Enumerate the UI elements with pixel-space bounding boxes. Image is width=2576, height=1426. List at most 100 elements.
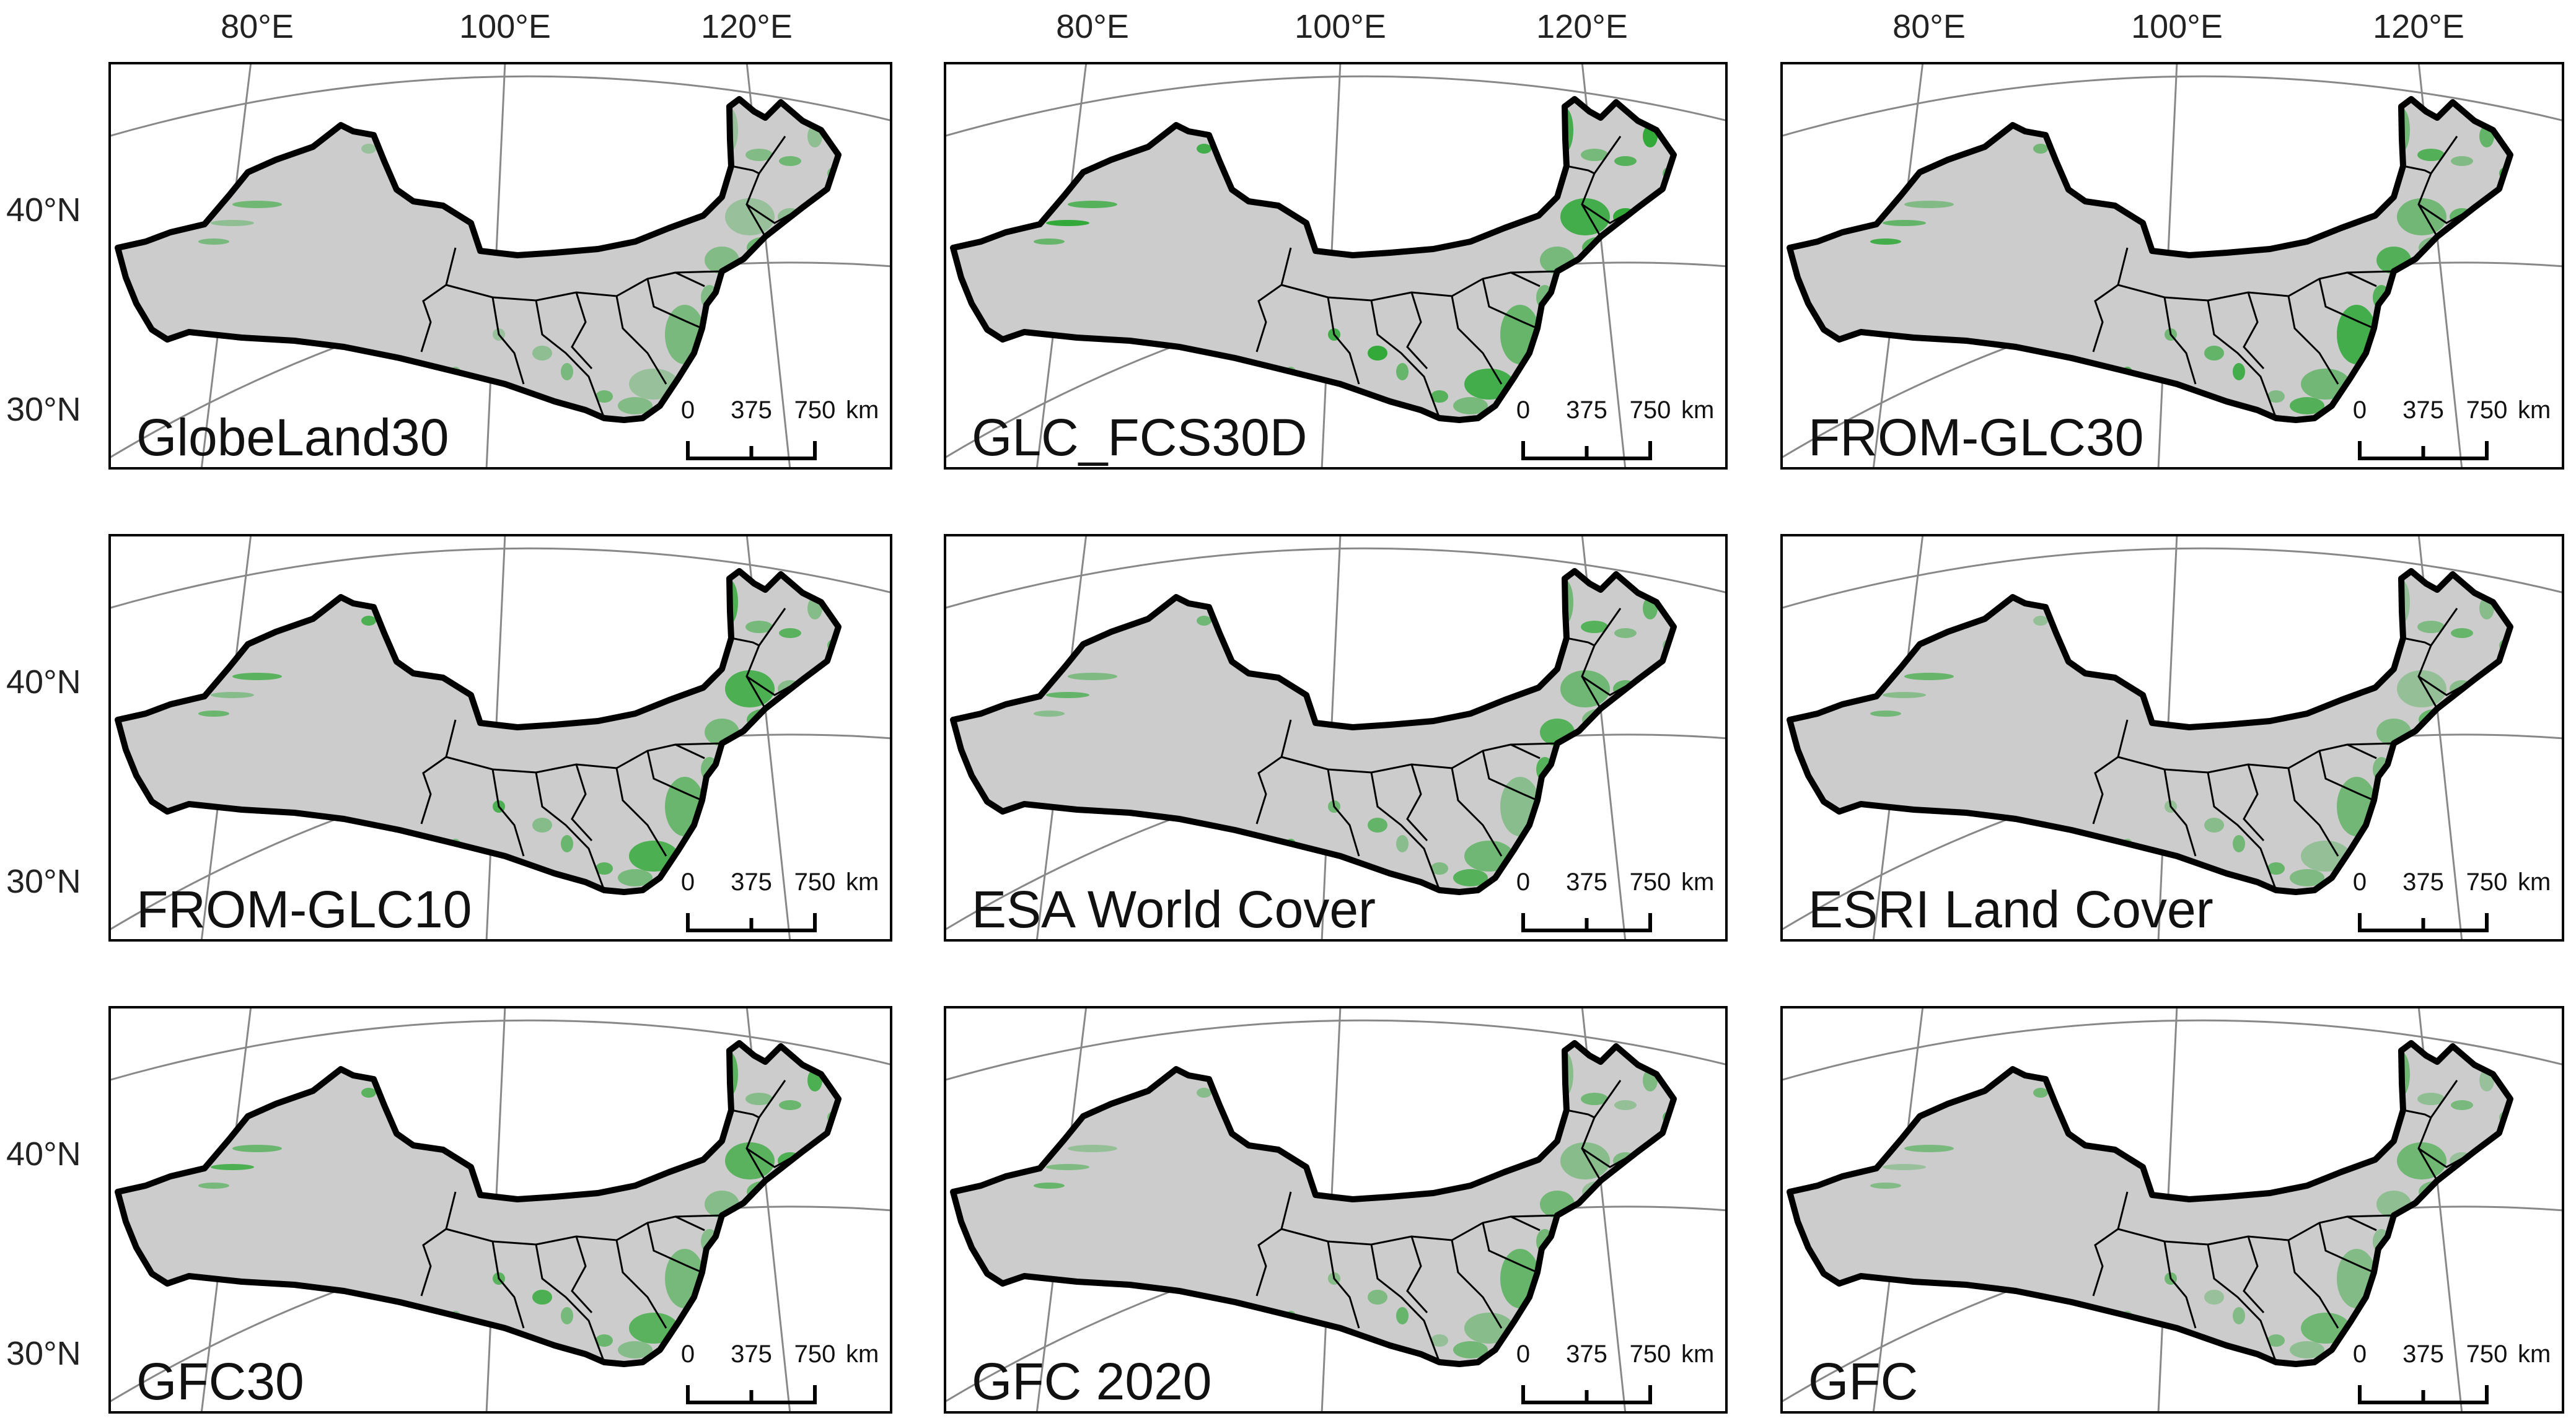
province-boundary	[491, 769, 525, 857]
scale-unit-label: km	[846, 1341, 879, 1368]
province-boundary	[1281, 1215, 1541, 1246]
province-boundary	[1406, 1236, 1428, 1314]
panel-title: ESRI Land Cover	[1808, 880, 2213, 938]
forest-patch	[745, 1093, 773, 1105]
province-boundary	[1510, 270, 1558, 274]
forest-patch	[2204, 346, 2224, 361]
province-boundary	[1255, 719, 1292, 825]
map-svg: 0 375 750 km GLC_FCS30D	[944, 62, 1728, 470]
map-panel: 0 375 750 km GFC	[1780, 1006, 2564, 1414]
panel-frame	[1780, 534, 2564, 942]
province-boundary	[675, 270, 723, 274]
region-outline	[1787, 1040, 2513, 1367]
forest-patch	[1197, 1088, 1211, 1098]
province-boundary	[731, 165, 760, 175]
province-boundary	[646, 278, 703, 330]
forest-patch	[1581, 1093, 1608, 1105]
province-boundary	[1566, 165, 1595, 175]
map-panel: 0 375 750 km ESA World Cover	[944, 534, 1728, 942]
province-boundary	[2163, 297, 2197, 385]
scale-tick-label: 375	[2402, 1341, 2444, 1368]
forest-patch	[361, 616, 376, 626]
scale-tick-label: 750	[1630, 1341, 1671, 1368]
forest-patch	[1431, 1334, 1448, 1347]
province-boundary	[615, 768, 667, 857]
province-boundary	[1510, 742, 1558, 746]
forest-patch	[2397, 1142, 2446, 1179]
forest-patch	[1431, 390, 1448, 403]
scale-tick-label: 0	[2353, 396, 2367, 424]
region-outline	[1787, 96, 2513, 423]
forest-patch	[2417, 621, 2445, 633]
province-boundary	[2287, 768, 2339, 857]
forest-patch	[1396, 1307, 1409, 1324]
map-panel: 0 375 750 km GFC30	[108, 1006, 892, 1414]
scale-unit-label: km	[2518, 868, 2551, 896]
forest-patch	[2451, 1100, 2473, 1110]
graticule-line	[1780, 547, 2564, 610]
panel-frame	[108, 1006, 892, 1414]
province-boundary	[535, 772, 605, 891]
longitude-label: 80°E	[1056, 8, 1129, 45]
forest-patch	[1904, 1145, 1954, 1152]
forest-patch	[1883, 220, 1926, 226]
latitude-label: 30°N	[6, 391, 81, 428]
forest-patch	[561, 835, 573, 852]
panel-title: GFC30	[136, 1352, 304, 1411]
province-boundary	[2117, 1215, 2377, 1246]
forest-patch	[779, 156, 801, 166]
province-boundary	[2117, 271, 2377, 302]
forest-patch	[2033, 1088, 2048, 1098]
scale-unit-label: km	[1681, 1341, 1714, 1368]
region-outline	[115, 568, 842, 895]
panel-title: GFC 2020	[972, 1352, 1212, 1411]
province-boundary	[1406, 764, 1428, 842]
province-boundary	[2318, 278, 2375, 330]
scale-unit-label: km	[846, 868, 879, 896]
scale-bar: 0 375 750 km	[2353, 396, 2551, 460]
forest-patch	[532, 346, 552, 361]
scale-tick-label: 0	[1516, 1341, 1530, 1368]
province-boundary	[1510, 1214, 1558, 1218]
scale-tick-label: 750	[794, 1341, 836, 1368]
forest-patch	[361, 1088, 376, 1098]
panel-frame	[1780, 1006, 2564, 1414]
forest-patch	[1614, 628, 1637, 638]
province-boundary	[2417, 136, 2458, 237]
latitude-label: 40°N	[6, 1135, 81, 1173]
scale-unit-label: km	[1681, 868, 1714, 896]
forest-patch	[1197, 616, 1211, 626]
province-boundary	[420, 719, 457, 825]
forest-patch	[596, 1334, 613, 1347]
longitude-label: 100°E	[459, 8, 551, 45]
forest-patch	[1368, 818, 1387, 833]
graticule-line	[108, 75, 892, 138]
forest-patch	[1870, 238, 1901, 245]
province-boundary	[2092, 247, 2129, 352]
province-boundary	[2347, 742, 2394, 746]
province-boundary	[420, 247, 457, 352]
forest-patch	[232, 201, 282, 208]
forest-patch	[1068, 673, 1117, 680]
province-boundary	[1281, 271, 1541, 302]
scale-bar: 0 375 750 km	[2353, 868, 2551, 932]
panel-title: GFC	[1808, 1352, 1918, 1411]
map-svg: 0 375 750 km FROM-GLC10	[108, 534, 892, 942]
province-boundary	[2163, 769, 2197, 857]
forest-patch	[2033, 144, 2048, 154]
forest-patch	[2267, 862, 2285, 875]
forest-patch	[2233, 835, 2245, 852]
province-boundary	[491, 297, 525, 385]
scale-tick-label: 375	[731, 396, 772, 424]
map-panel: 0 375 750 km FROM-GLC30	[1780, 62, 2564, 470]
forest-patch	[2397, 670, 2446, 707]
province-boundary	[571, 292, 593, 370]
forest-patch	[596, 390, 613, 403]
province-boundary	[2402, 637, 2432, 647]
forest-patch	[198, 711, 229, 717]
scale-tick-label: 0	[1516, 868, 1530, 896]
forest-patch	[1396, 835, 1409, 852]
province-boundary	[2417, 608, 2458, 709]
forest-patch	[1453, 869, 1488, 886]
